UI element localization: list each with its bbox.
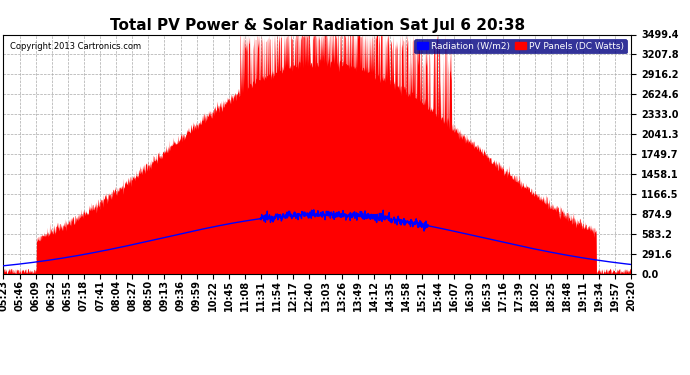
Text: Copyright 2013 Cartronics.com: Copyright 2013 Cartronics.com <box>10 42 141 51</box>
Legend: Radiation (W/m2), PV Panels (DC Watts): Radiation (W/m2), PV Panels (DC Watts) <box>414 39 627 53</box>
Title: Total PV Power & Solar Radiation Sat Jul 6 20:38: Total PV Power & Solar Radiation Sat Jul… <box>110 18 525 33</box>
